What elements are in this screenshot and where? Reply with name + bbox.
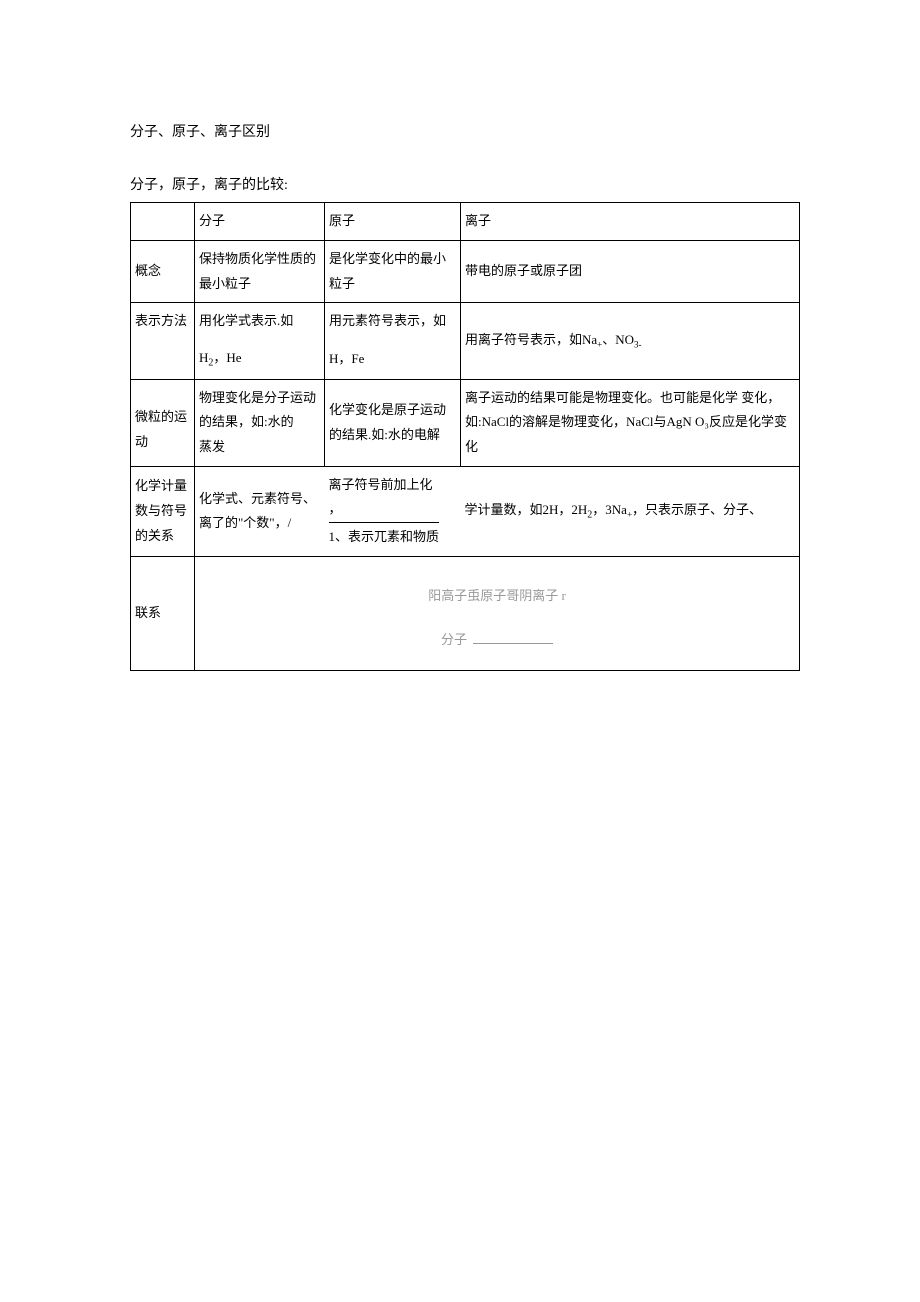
cell: 离子符号前加上化，1、表示兀素和物质 [325, 466, 461, 556]
cell: 用离子符号表示，如Na+、NO3- [461, 303, 800, 379]
row-label: 联系 [131, 556, 195, 671]
comparison-table: 分子 原子 离子 概念 保持物质化学性质的最小粒子 是化学变化中的最小粒子 带电… [130, 202, 800, 671]
header-col1: 分子 [195, 203, 325, 241]
table-row: 化学计量数与符号的关系 化学式、元素符号、 离了的"个数"，/ 离子符号前加上化… [131, 466, 800, 556]
table-header-row: 分子 原子 离子 [131, 203, 800, 241]
cell-cont: H，Fe [325, 340, 461, 379]
table-row: 物理变化是分子运动的结果，如:水的蒸发 化学变化是原子运动的结果.如:水的电解 … [131, 379, 800, 394]
title-main: 分子、原子、离子区别 [130, 120, 800, 145]
relation-molecule: 分子 [441, 623, 553, 657]
header-blank [131, 203, 195, 241]
table-row: 概念 保持物质化学性质的最小粒子 是化学变化中的最小粒子 带电的原子或原子团 [131, 241, 800, 303]
underline [473, 643, 553, 644]
relation-diagram-line: 阳高子䖝原子哥阴离子 r [428, 579, 566, 613]
row-label: 化学计量数与符号的关系 [131, 466, 195, 556]
cell: 是化学变化中的最小粒子 [325, 241, 461, 303]
title-sub: 分子，原子，离子的比较: [130, 173, 800, 198]
cell: 学计量数，如2H，2H2，3Na+，只表示原子、分子、 [461, 466, 800, 556]
relation-cell: 阳高子䖝原子哥阴离子 r 分子 [195, 556, 800, 671]
header-col3: 离子 [461, 203, 800, 241]
cell: 化学式、元素符号、 离了的"个数"，/ [195, 466, 325, 556]
cell: 物理变化是分子运动的结果，如:水的蒸发 [195, 379, 325, 466]
cell-cont [131, 340, 195, 379]
cell: 用元素符号表示，如 [325, 303, 461, 340]
table-row: 联系 阳高子䖝原子哥阴离子 r 分子 [131, 556, 800, 671]
cell: 化学变化是原子运动的结果.如:水的电解 [325, 379, 461, 466]
row-label: 微粒的运动 [131, 394, 195, 466]
header-col2: 原子 [325, 203, 461, 241]
row-label: 概念 [131, 241, 195, 303]
cell: 离子运动的结果可能是物理变化。也可能是化学 变化，如:NaCl的溶解是物理变化，… [461, 379, 800, 466]
cell: 带电的原子或原子团 [461, 241, 800, 303]
row-label: 表示方法 [131, 303, 195, 340]
cell: 保持物质化学性质的最小粒子 [195, 241, 325, 303]
row-label-blank [131, 379, 195, 394]
cell: 用化学式表示.如 [195, 303, 325, 340]
cell-cont: H2，He [195, 340, 325, 379]
table-row: 表示方法 用化学式表示.如 用元素符号表示，如 用离子符号表示，如Na+、NO3… [131, 303, 800, 340]
